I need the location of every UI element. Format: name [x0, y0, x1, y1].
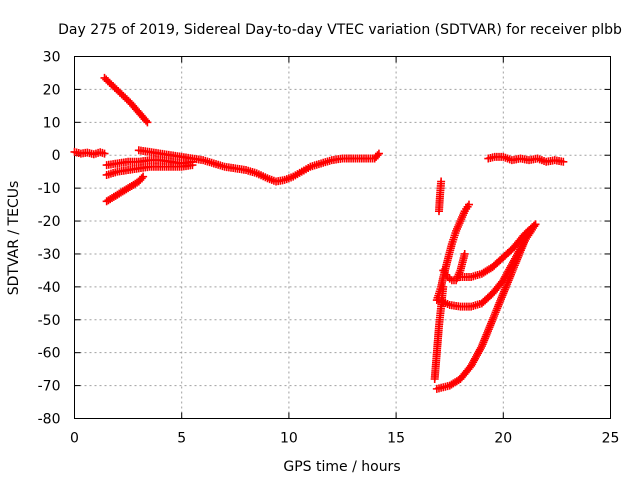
series-12 — [456, 220, 539, 281]
y-tick-label: -80 — [38, 412, 61, 428]
x-tick-label: 20 — [494, 431, 512, 447]
data-points — [71, 74, 568, 393]
y-tick-label: 0 — [52, 148, 61, 164]
y-tick-label: 10 — [43, 115, 61, 131]
x-tick-label: 10 — [280, 431, 298, 447]
series-9 — [433, 201, 473, 304]
y-tick-label: -40 — [38, 280, 61, 296]
x-axis-label: GPS time / hours — [283, 459, 400, 475]
y-tick-label: -30 — [38, 247, 61, 263]
series-2 — [101, 74, 152, 126]
series-8 — [435, 178, 445, 216]
y-tick-label: -20 — [38, 214, 61, 230]
y-tick-label: -60 — [38, 346, 61, 362]
y-tick-label: -70 — [38, 379, 61, 395]
y-axis-label: SDTVAR / TECUs — [6, 181, 22, 296]
x-tick-labels: 0 5 10 15 20 25 — [70, 431, 619, 447]
y-tick-label: -10 — [38, 181, 61, 197]
y-tick-labels: 30 20 10 0 -10 -20 -30 -40 -50 -60 -70 -80 — [38, 50, 61, 428]
series-6 — [135, 146, 383, 185]
x-tick-label: 25 — [602, 431, 620, 447]
series-1 — [71, 148, 109, 158]
x-tick-label: 0 — [70, 431, 79, 447]
chart-title: Day 275 of 2019, Sidereal Day-to-day VTE… — [58, 22, 622, 38]
y-tick-label: 20 — [43, 82, 61, 98]
x-tick-label: 15 — [387, 431, 405, 447]
x-tick-label: 5 — [177, 431, 186, 447]
y-tick-label: 30 — [43, 50, 61, 66]
y-tick-label: -50 — [38, 313, 61, 329]
